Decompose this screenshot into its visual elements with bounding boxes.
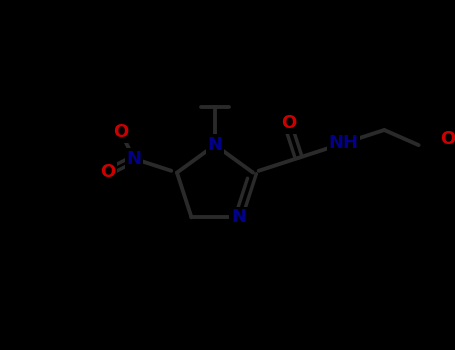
Text: O: O bbox=[281, 114, 296, 132]
Text: O: O bbox=[100, 163, 115, 181]
Text: OH: OH bbox=[440, 130, 455, 148]
Text: N: N bbox=[126, 150, 142, 168]
Text: N: N bbox=[231, 208, 246, 226]
Text: O: O bbox=[113, 123, 128, 141]
Text: NH: NH bbox=[329, 134, 359, 152]
Text: N: N bbox=[207, 136, 222, 154]
